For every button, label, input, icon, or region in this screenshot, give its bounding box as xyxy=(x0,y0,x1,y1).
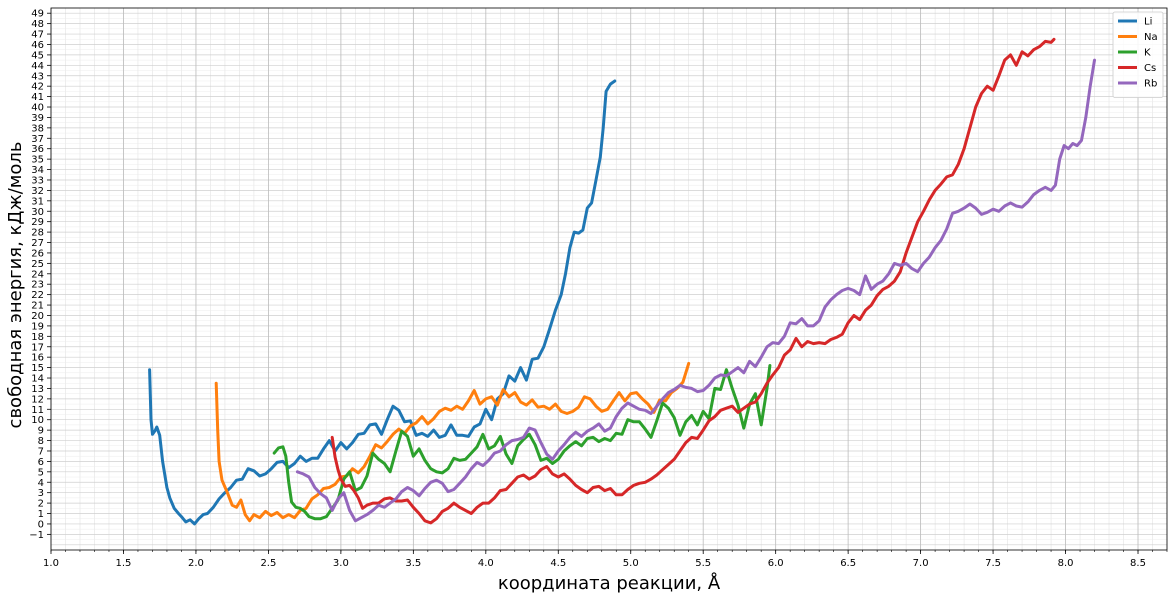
y-tick-label: 48 xyxy=(31,19,44,30)
series-line-li xyxy=(148,79,617,526)
y-tick-label: 0 xyxy=(38,519,44,530)
y-tick-label: 44 xyxy=(31,61,44,72)
y-tick-label: 28 xyxy=(31,228,44,239)
y-tick-label: 47 xyxy=(31,30,44,41)
y-tick-label: 24 xyxy=(31,269,44,280)
y-tick-label: 4 xyxy=(38,478,44,489)
x-axis-label: координата реакции, Å xyxy=(498,572,721,594)
y-tick-label: 17 xyxy=(31,342,44,353)
y-tick-label: 8 xyxy=(38,436,44,447)
x-tick-label: 2.5 xyxy=(260,558,276,569)
y-tick-label: 12 xyxy=(31,394,44,405)
y-tick-label: 26 xyxy=(31,248,44,259)
series-line-na xyxy=(214,361,691,523)
y-tick-label: 16 xyxy=(31,353,44,364)
x-tick-label: 4.5 xyxy=(550,558,566,569)
y-tick-label: 14 xyxy=(31,374,44,385)
y-tick-label: 45 xyxy=(31,50,44,61)
legend-box xyxy=(1112,11,1164,98)
x-tick-label: 3.0 xyxy=(333,558,349,569)
y-axis-ticks: −101234567891011121314151617181920212223… xyxy=(29,9,51,541)
y-tick-label: 29 xyxy=(31,217,44,228)
x-tick-label: 1.0 xyxy=(43,558,59,569)
y-axis-label: свободная энергия, кДж/моль xyxy=(5,142,26,429)
legend-label-cs: Cs xyxy=(1144,63,1156,74)
y-tick-label: 9 xyxy=(38,426,44,437)
series-line-cs xyxy=(330,37,1056,525)
y-tick-label: 5 xyxy=(38,467,44,478)
y-tick-label: 22 xyxy=(31,290,44,301)
x-tick-label: 7.0 xyxy=(913,558,929,569)
y-tick-label: 20 xyxy=(31,311,44,322)
x-tick-label: 4.0 xyxy=(478,558,494,569)
x-tick-label: 5.5 xyxy=(695,558,711,569)
y-tick-label: 40 xyxy=(31,103,44,114)
y-tick-label: 35 xyxy=(31,155,44,166)
legend-label-k: K xyxy=(1144,48,1151,59)
y-tick-label: 7 xyxy=(38,446,44,457)
legend-label-na: Na xyxy=(1144,32,1158,43)
plot-frame xyxy=(50,7,1168,551)
y-tick-label: 21 xyxy=(31,301,44,312)
y-tick-label: 38 xyxy=(31,123,44,134)
x-tick-label: 8.5 xyxy=(1130,558,1146,569)
legend: Li Na K Cs Rb xyxy=(1112,11,1164,98)
x-tick-label: 6.0 xyxy=(768,558,784,569)
legend-label-li: Li xyxy=(1144,17,1152,28)
y-tick-label: 41 xyxy=(31,92,44,103)
y-tick-label: 34 xyxy=(31,165,44,176)
y-tick-label: 19 xyxy=(31,321,44,332)
series-lines xyxy=(148,37,1096,526)
x-tick-label: 5.0 xyxy=(623,558,639,569)
y-tick-label: 25 xyxy=(31,259,44,270)
y-tick-label: 32 xyxy=(31,186,44,197)
y-tick-label: 31 xyxy=(31,196,44,207)
y-tick-label: 33 xyxy=(31,175,44,186)
y-tick-label: 1 xyxy=(38,509,44,520)
x-tick-label: 7.5 xyxy=(985,558,1001,569)
x-tick-label: 6.5 xyxy=(840,558,856,569)
x-tick-label: 1.5 xyxy=(116,558,132,569)
y-tick-label: 37 xyxy=(31,134,44,145)
y-tick-label: 23 xyxy=(31,280,44,291)
y-tick-label: 2 xyxy=(38,499,44,510)
legend-label-rb: Rb xyxy=(1144,79,1157,90)
series-line-rb xyxy=(295,58,1096,523)
y-tick-label: 46 xyxy=(31,40,44,51)
y-tick-label: 27 xyxy=(31,238,44,249)
y-tick-label: 13 xyxy=(31,384,44,395)
y-tick-label: −1 xyxy=(29,530,44,541)
x-axis-ticks: 1.0 1.5 2.0 2.5 3.0 3.5 4.0 4.5 5.0 5.5 6.0 6.5 7.0 7… xyxy=(43,550,1168,569)
x-tick-label: 3.5 xyxy=(405,558,421,569)
y-tick-label: 49 xyxy=(31,9,44,20)
y-tick-label: 39 xyxy=(31,113,44,124)
x-tick-label: 2.0 xyxy=(188,558,204,569)
y-tick-label: 42 xyxy=(31,82,44,93)
y-tick-label: 6 xyxy=(38,457,44,468)
y-tick-label: 15 xyxy=(31,363,44,374)
x-tick-label: 8.0 xyxy=(1058,558,1074,569)
y-tick-label: 10 xyxy=(31,415,44,426)
y-tick-label: 3 xyxy=(38,488,44,499)
y-tick-label: 30 xyxy=(31,207,44,218)
y-tick-label: 18 xyxy=(31,332,44,343)
y-tick-label: 43 xyxy=(31,71,44,82)
y-tick-label: 11 xyxy=(31,405,44,416)
y-tick-label: 36 xyxy=(31,144,44,155)
